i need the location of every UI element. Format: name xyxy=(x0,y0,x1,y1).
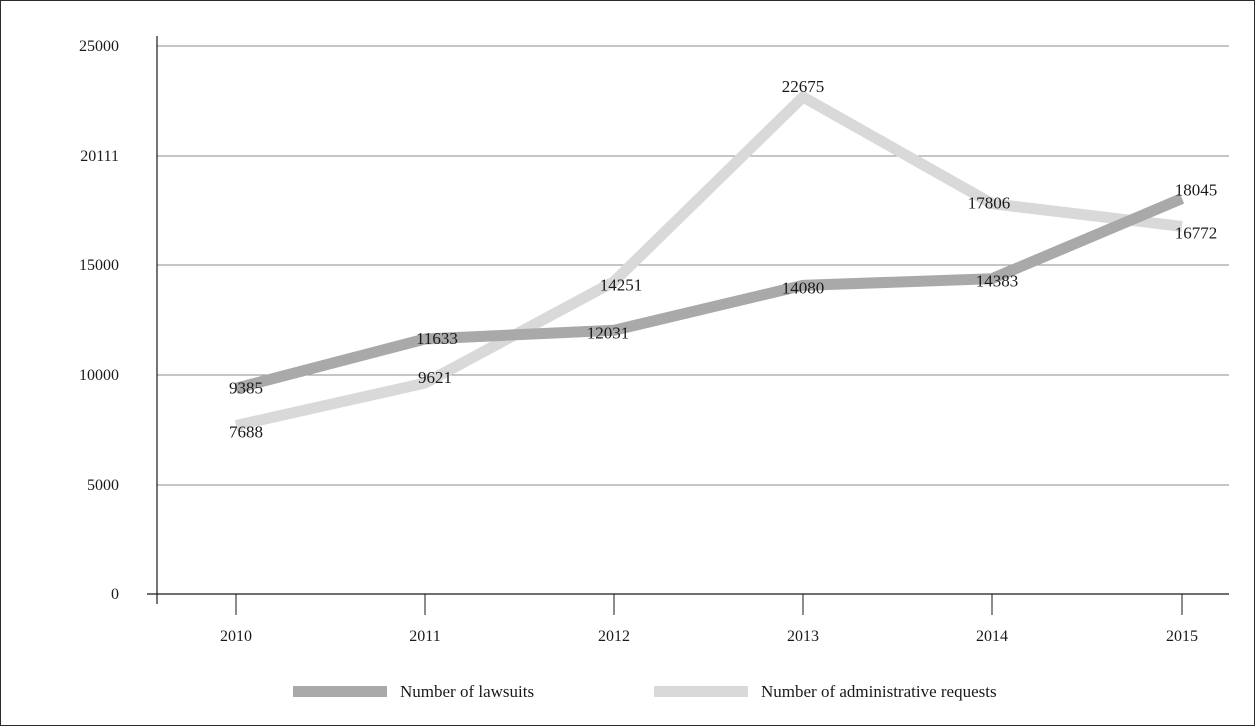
y-tick-label: 10000 xyxy=(79,367,119,384)
data-label: 9621 xyxy=(418,368,452,387)
data-label: 14080 xyxy=(782,278,825,297)
x-tick-label: 2014 xyxy=(976,628,1008,645)
legend-swatch xyxy=(293,686,387,697)
data-label: 9385 xyxy=(229,378,263,397)
data-label: 11633 xyxy=(416,329,458,348)
y-tick-label: 15000 xyxy=(79,257,119,274)
y-tick-label: 0 xyxy=(111,586,119,603)
legend-swatch xyxy=(654,686,748,697)
x-tick-label: 2011 xyxy=(409,628,440,645)
data-label: 16772 xyxy=(1175,223,1218,242)
data-label: 17806 xyxy=(968,194,1011,213)
x-tick-label: 2013 xyxy=(787,628,819,645)
data-label: 14383 xyxy=(976,272,1019,291)
data-label: 18045 xyxy=(1175,180,1218,199)
data-label: 7688 xyxy=(229,422,263,441)
x-tick-label: 2015 xyxy=(1166,628,1198,645)
data-label: 14251 xyxy=(600,276,643,295)
y-tick-label: 5000 xyxy=(87,477,119,494)
legend-label: Number of lawsuits xyxy=(400,682,534,701)
x-tick-label: 2010 xyxy=(220,628,252,645)
series-line xyxy=(234,193,1185,394)
legend-label: Number of administrative requests xyxy=(761,682,997,701)
y-tick-label: 20111 xyxy=(80,148,119,165)
y-tick-label: 25000 xyxy=(79,38,119,55)
series-line xyxy=(234,90,1183,431)
data-label: 12031 xyxy=(587,323,630,342)
x-tick-label: 2012 xyxy=(598,628,630,645)
data-label: 22675 xyxy=(782,77,825,96)
